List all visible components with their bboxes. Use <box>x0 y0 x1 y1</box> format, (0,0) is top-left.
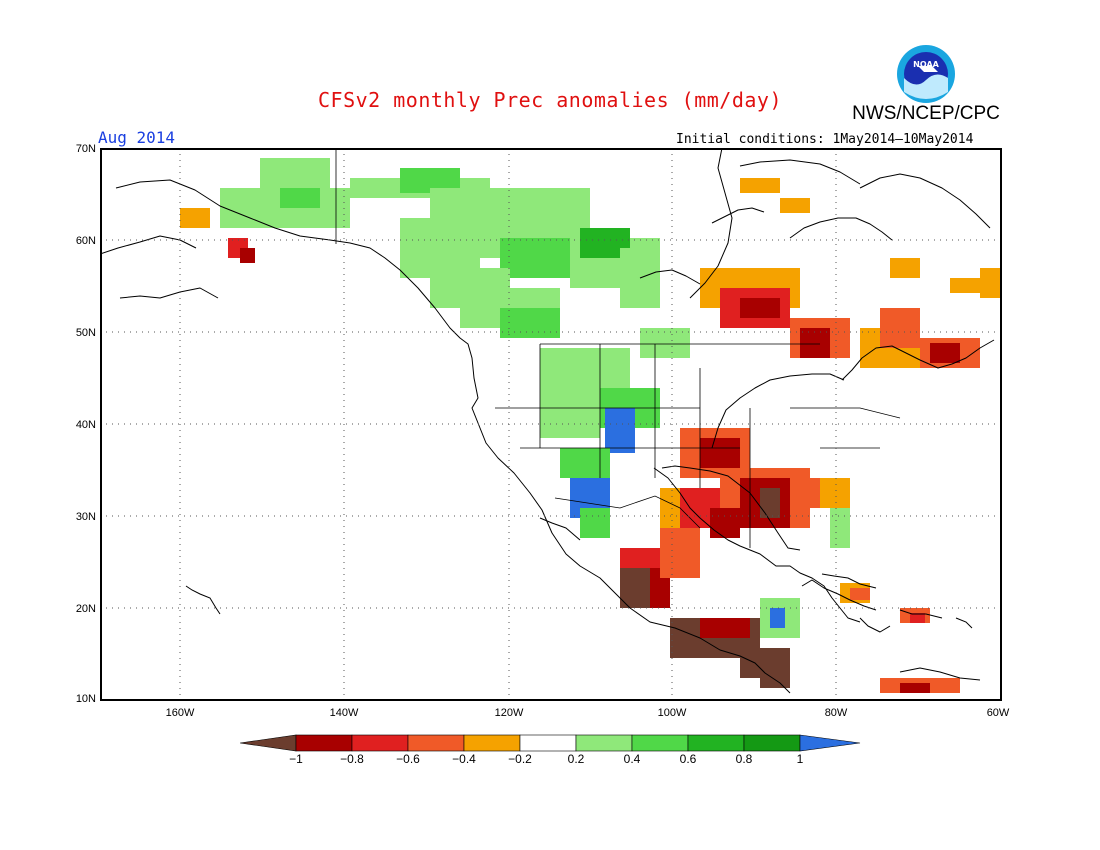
colorbar-segment <box>687 734 745 752</box>
anomaly-cell <box>660 528 700 578</box>
colorbar-segment <box>407 734 465 752</box>
anomaly-cell <box>880 308 920 348</box>
state-borders <box>335 148 901 548</box>
colorbar-segment <box>351 734 409 752</box>
colorbar-label: 1 <box>796 752 804 766</box>
anomaly-cell <box>260 158 330 188</box>
colorbar <box>240 734 861 752</box>
islands <box>185 573 973 629</box>
colorbar-label: 0.4 <box>623 752 641 766</box>
colorbar-segment-lt-1 <box>240 734 297 752</box>
anomaly-cell <box>240 248 255 263</box>
valid-month-label: Aug 2014 <box>98 128 176 147</box>
anomaly-cell <box>280 188 320 208</box>
anomaly-cell <box>760 488 780 518</box>
colorbar-label: −0.4 <box>452 752 476 766</box>
noaa-logo-icon: NOAA <box>897 45 955 103</box>
anomaly-cell <box>850 588 870 600</box>
anomaly-cell <box>930 343 960 363</box>
colorbar-segment-gt-1 <box>799 734 861 752</box>
lat-label-40n: 40N <box>75 419 96 431</box>
colorbar-segment <box>463 734 521 752</box>
anomaly-cell <box>800 328 830 358</box>
colorbar-segment <box>519 734 577 752</box>
anomaly-cell <box>820 478 850 508</box>
anomaly-cell <box>605 408 635 453</box>
anomaly-cell <box>500 308 560 338</box>
anomaly-cell <box>770 608 785 628</box>
map-frame <box>100 148 1002 701</box>
lon-label-120w: 120W <box>494 707 524 719</box>
anomaly-cell <box>710 508 740 538</box>
lat-label-30n: 30N <box>75 511 96 523</box>
lat-label-70n: 70N <box>75 143 96 155</box>
lon-label-80w: 80W <box>824 707 848 719</box>
lat-label-50n: 50N <box>75 327 96 339</box>
anomaly-cell <box>740 178 780 193</box>
lon-label-160w: 160W <box>165 707 195 719</box>
svg-text:NOAA: NOAA <box>913 60 939 69</box>
colorbar-segment <box>575 734 633 752</box>
lon-label-100w: 100W <box>657 707 687 719</box>
colorbar-label: −1 <box>289 752 303 766</box>
lat-label-60n: 60N <box>75 235 96 247</box>
anomaly-cell <box>180 208 210 228</box>
coastlines <box>100 148 995 694</box>
anomaly-cell <box>830 508 850 548</box>
colorbar-segment <box>631 734 689 752</box>
anomaly-cell <box>760 668 790 688</box>
colorbar-label: 0.8 <box>735 752 753 766</box>
organization-label: NWS/NCEP/CPC <box>852 103 1000 124</box>
chart-title: CFSv2 monthly Prec anomalies (mm/day) <box>317 88 783 112</box>
anomaly-cell <box>560 448 610 478</box>
initial-conditions-label: Initial conditions: 1May2014—10May2014 <box>676 132 974 147</box>
colorbar-label: −0.2 <box>508 752 532 766</box>
colorbar-segment <box>295 734 353 752</box>
anomaly-cell <box>580 508 610 538</box>
anomaly-cell <box>950 278 980 293</box>
anomaly-cell <box>640 328 690 358</box>
anomaly-cell <box>780 198 810 213</box>
colorbar-label: 0.2 <box>567 752 585 766</box>
lon-label-60w: 60W <box>986 707 1010 719</box>
anomaly-cell <box>890 258 920 278</box>
anomaly-cell <box>700 618 750 638</box>
colorbar-label: −0.8 <box>340 752 364 766</box>
anomaly-field <box>180 158 1000 693</box>
anomaly-cell <box>700 438 740 468</box>
lat-label-20n: 20N <box>75 603 96 615</box>
anomaly-cell <box>900 683 930 693</box>
grid-lines <box>100 148 1000 699</box>
anomaly-cell <box>910 613 925 623</box>
colorbar-segment <box>743 734 801 752</box>
lat-label-10n: 10N <box>75 693 96 705</box>
anomaly-map <box>100 148 1000 699</box>
anomaly-cell <box>620 568 650 608</box>
anomaly-cell <box>980 268 1000 298</box>
anomaly-cell <box>740 298 780 318</box>
colorbar-label: −0.6 <box>396 752 420 766</box>
lon-label-140w: 140W <box>329 707 359 719</box>
colorbar-label: 0.6 <box>679 752 697 766</box>
